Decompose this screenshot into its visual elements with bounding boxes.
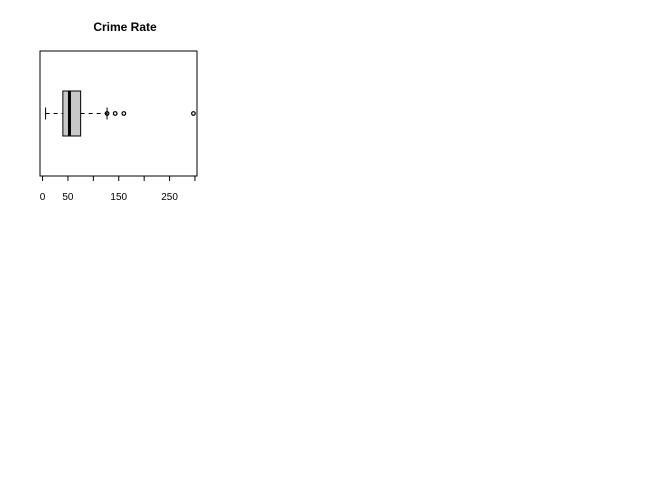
- iqr-box: [62, 90, 82, 137]
- x-tick-label-250: 250: [161, 192, 178, 203]
- outlier-point-1: [112, 111, 118, 116]
- x-tick-label-0: 0: [40, 192, 46, 203]
- outlier-point-0: [104, 111, 110, 116]
- boxplot: [45, 90, 196, 137]
- x-axis: 0 50 150 250: [40, 175, 196, 203]
- x-tick-label-150: 150: [110, 192, 127, 203]
- chart-title: Crime Rate: [93, 20, 157, 34]
- x-tick-label-50: 50: [62, 192, 74, 203]
- outlier-point-2: [121, 111, 127, 116]
- outlier-point-3: [191, 111, 196, 116]
